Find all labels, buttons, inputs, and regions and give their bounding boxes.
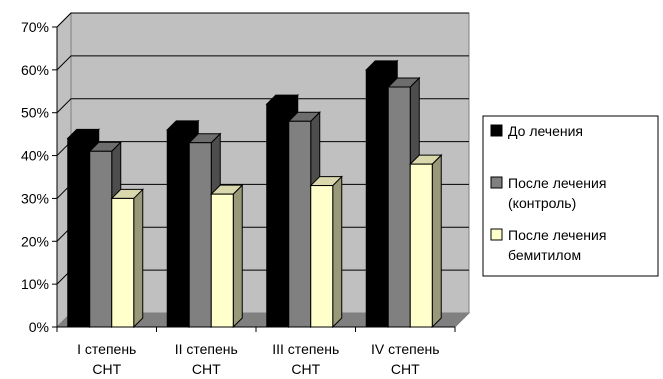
y-tick-label: 0% [29,319,49,335]
x-tick-label: СНТ [192,361,221,377]
x-tick-label: I степень [77,341,136,357]
legend-label: После лечения [508,175,606,191]
legend-label: (контроль) [508,195,576,211]
bar-front [210,193,234,328]
legend-box [482,115,659,277]
bar [309,175,343,329]
y-axis: 0% 10% 20% 30% 40% 50% 60% 70% [21,19,58,335]
y-tick-label: 40% [21,148,49,164]
bar [210,183,244,329]
bar-front [188,142,212,328]
legend-label: После лечения [508,227,606,243]
x-tick-label: II степень [175,341,238,357]
legend-swatch [490,228,503,241]
bar-front [266,103,290,328]
bar-side [332,175,343,329]
legend-swatch [490,176,503,189]
x-tick-label: СНТ [291,361,320,377]
y-tick-label: 20% [21,233,49,249]
x-tick-label: III степень [272,341,339,357]
bar [409,153,443,329]
bar-front [310,185,334,328]
bar-front [365,69,389,328]
gridline [56,98,469,114]
bar-front [111,197,135,328]
x-tick-label: СНТ [391,361,420,377]
y-tick-label: 30% [21,190,49,206]
bar-side [431,153,442,329]
y-tick-label: 70% [21,19,49,35]
bar-side [232,183,243,329]
bar-front [409,163,433,328]
bar-front [288,120,312,328]
bars [66,59,443,329]
bar-side [133,188,144,329]
y-tick-label: 10% [21,276,49,292]
bar-front [387,86,411,328]
legend-swatch [490,124,503,137]
x-tick-label: СНТ [92,361,121,377]
x-tick-label: IV степень [371,341,440,357]
legend-label: До лечения [508,123,583,139]
legend-label: бемитилом [508,247,581,263]
x-axis: I степень СНТ II степень СНТ III степень СНТ I… [56,326,456,377]
bar-front [89,150,113,328]
gridline [56,12,469,28]
bar [110,188,144,329]
gridline [56,55,469,71]
legend: До лечения После лечения (контроль) После л… [482,115,659,277]
y-tick-label: 50% [21,105,49,121]
y-tick-label: 60% [21,62,49,78]
bar-front [67,137,91,328]
bar-front [166,129,190,328]
